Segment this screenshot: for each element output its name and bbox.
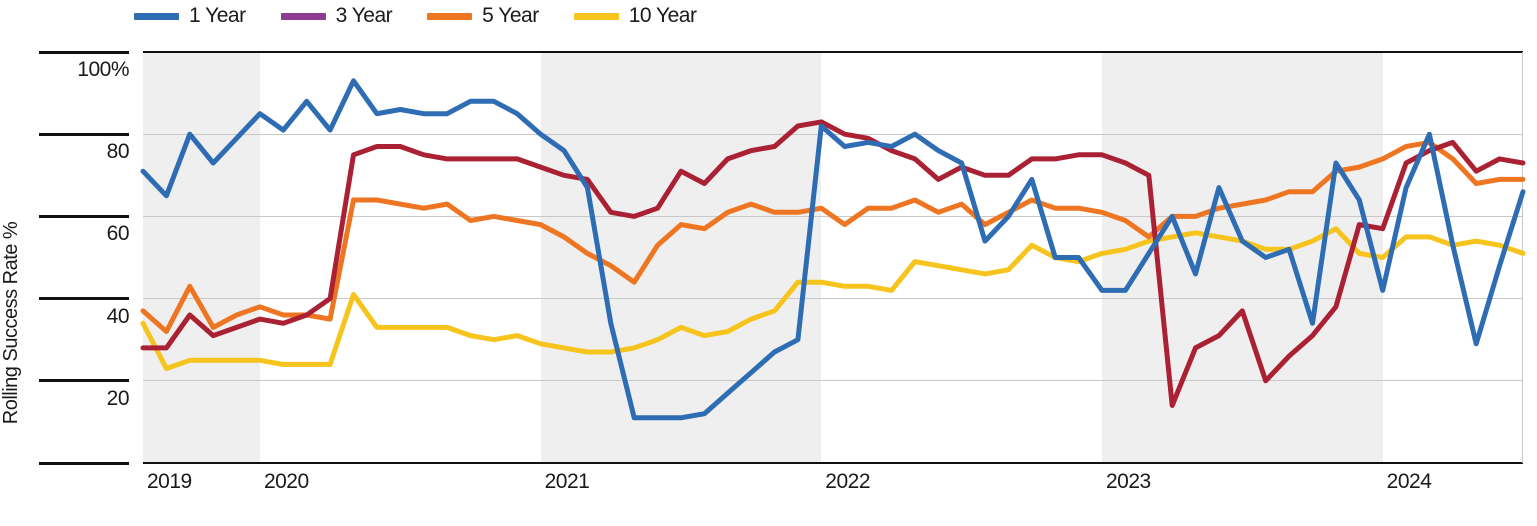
y-tick-label-60: 60 <box>106 222 130 246</box>
top-axis-line <box>143 51 1523 53</box>
y-tick-label-80: 80 <box>106 140 130 164</box>
y-tick-label-20: 20 <box>106 386 130 410</box>
x-tick-label-2023: 2023 <box>1105 470 1151 493</box>
y-tick-rule-0 <box>39 461 129 465</box>
series-line-10-year <box>140 226 1526 371</box>
y-tick-rule-100 <box>39 50 129 54</box>
y-tick-rule-60 <box>39 214 129 218</box>
legend: 1 Year 3 Year 5 Year 10 Year <box>134 4 731 28</box>
gridline-40 <box>143 298 1523 300</box>
series-line-1-year <box>140 78 1526 421</box>
legend-item-10-year: 10 Year <box>573 4 697 28</box>
plot-right-border <box>1522 52 1523 463</box>
legend-swatch-10-year <box>573 12 619 20</box>
year-shading-band <box>143 52 260 463</box>
year-shading-band <box>540 52 822 463</box>
legend-item-1-year: 1 Year <box>134 4 246 28</box>
legend-label-3-year: 3 Year <box>335 4 393 27</box>
x-tick-label-2021: 2021 <box>544 470 590 493</box>
bottom-axis-line <box>143 462 1523 464</box>
x-tick-label-2024: 2024 <box>1386 470 1432 493</box>
legend-label-1-year: 1 Year <box>189 4 246 27</box>
x-tick-label-2020: 2020 <box>263 470 309 493</box>
gridline-20 <box>143 380 1523 382</box>
legend-item-3-year: 3 Year <box>280 4 393 28</box>
y-tick-label-40: 40 <box>106 304 130 328</box>
legend-swatch-5-year <box>427 12 473 20</box>
legend-swatch-3-year <box>280 12 326 20</box>
x-tick-label-2019: 2019 <box>147 470 192 493</box>
y-tick-label-100: 100% <box>77 58 129 81</box>
x-tick-label-2022: 2022 <box>825 470 871 493</box>
series-line-3-year <box>140 119 1526 408</box>
legend-item-5-year: 5 Year <box>427 4 539 28</box>
y-tick-rule-20 <box>39 379 129 383</box>
legend-label-10-year: 10 Year <box>628 4 697 27</box>
y-tick-rule-80 <box>39 132 129 136</box>
series-line-5-year <box>140 139 1526 334</box>
legend-label-5-year: 5 Year <box>482 4 539 27</box>
legend-swatch-1-year <box>134 12 179 20</box>
y-tick-rule-40 <box>39 297 129 301</box>
